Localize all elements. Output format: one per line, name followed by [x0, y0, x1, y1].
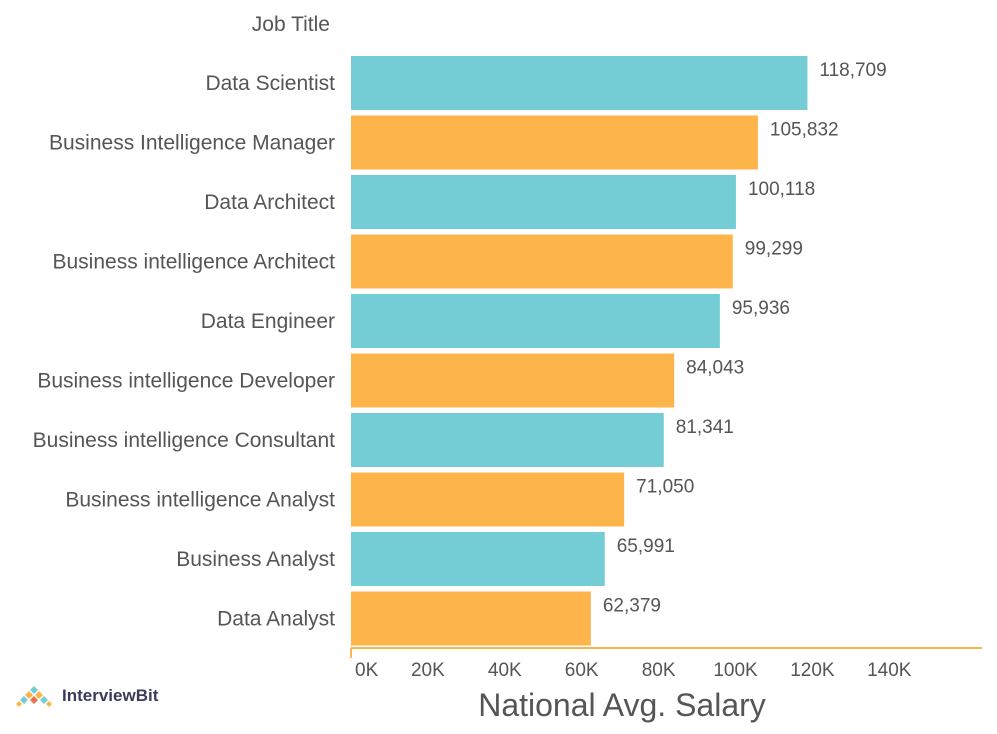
logo-diamond-icon	[16, 686, 52, 707]
brand-name: InterviewBit	[62, 686, 159, 705]
category-label: Data Engineer	[201, 310, 335, 333]
bar	[351, 532, 605, 586]
x-axis: 0K 20K 40K 60K 80K 100K 120K 140K	[350, 647, 982, 681]
category-label: Data Analyst	[217, 608, 335, 631]
value-label: 65,991	[617, 536, 675, 557]
value-label: 99,299	[745, 239, 803, 260]
bar	[351, 294, 720, 348]
value-label: 100,118	[748, 179, 815, 200]
category-label: Business intelligence Architect	[53, 251, 336, 274]
bar	[351, 175, 736, 229]
x-tick-label: 120K	[790, 660, 835, 681]
x-tick-label: 0K	[355, 660, 379, 681]
bar	[351, 353, 675, 408]
category-label: Business Intelligence Manager	[49, 132, 335, 155]
brand-logo: InterviewBit	[12, 685, 158, 707]
bar	[351, 591, 591, 646]
value-label: 95,936	[732, 298, 790, 319]
category-label: Business intelligence Developer	[37, 370, 335, 393]
x-tick-label: 20K	[411, 660, 445, 681]
value-label: 81,341	[676, 417, 734, 438]
bar	[351, 234, 733, 289]
value-label: 118,709	[819, 60, 886, 81]
bar	[351, 413, 664, 467]
x-tick-label: 60K	[565, 660, 599, 681]
value-label: 71,050	[636, 477, 694, 498]
category-label: Business Analyst	[176, 548, 335, 571]
value-label: 84,043	[686, 358, 744, 379]
value-label: 105,832	[770, 120, 839, 141]
category-label: Data Scientist	[205, 72, 335, 95]
bar	[351, 56, 808, 110]
category-label: Business intelligence Consultant	[33, 429, 336, 452]
category-label: Business intelligence Analyst	[65, 489, 335, 512]
x-tick-label: 100K	[713, 660, 758, 681]
value-label: 62,379	[603, 596, 661, 617]
y-axis-header: Job Title	[252, 13, 330, 36]
bar	[351, 115, 758, 170]
x-tick-label: 80K	[642, 660, 676, 681]
bar	[351, 472, 625, 527]
x-axis-title: National Avg. Salary	[478, 687, 766, 723]
x-tick-label: 40K	[488, 660, 522, 681]
category-label: Data Architect	[204, 191, 335, 214]
x-tick-label: 140K	[867, 660, 912, 681]
bars-layer: Data Scientist 118,709 Business Intelligen…	[33, 56, 887, 646]
